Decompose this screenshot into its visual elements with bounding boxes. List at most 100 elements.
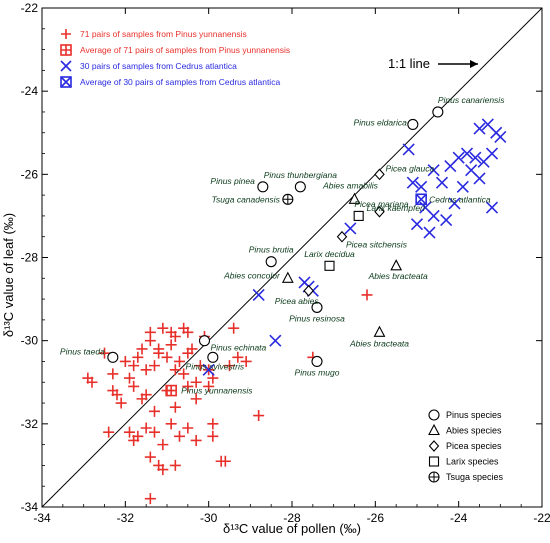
- data-point-plus: [99, 347, 110, 359]
- one-to-one-label: 1:1 line: [388, 56, 430, 71]
- legend-shape-label: Tsuga species: [446, 472, 504, 482]
- data-point-plus: [149, 426, 160, 438]
- data-point-circleplus: [282, 193, 294, 205]
- data-point-x: [440, 214, 453, 227]
- species-label: Abies bracteata: [368, 271, 428, 281]
- y-tick-label: -30: [21, 334, 39, 348]
- data-point-x: [410, 218, 424, 231]
- data-point-plus: [186, 343, 198, 355]
- data-point-plus: [107, 385, 119, 397]
- data-point-plus: [174, 430, 185, 442]
- data-point-x: [435, 176, 449, 189]
- legend-shape-label: Abies species: [446, 426, 502, 436]
- species-label: Pinus eldarica: [353, 117, 407, 127]
- data-point-diamond: [336, 230, 348, 243]
- data-point-x: [415, 180, 428, 193]
- data-point-x: [423, 226, 436, 239]
- data-point-plus: [207, 418, 219, 430]
- y-tick-label: -24: [21, 84, 39, 98]
- legend-marker: [61, 29, 71, 39]
- data-point-x: [427, 209, 440, 222]
- data-point-plus: [103, 426, 115, 438]
- data-point-plus: [165, 418, 177, 430]
- one-to-one-line: [41, 7, 543, 508]
- species-label: Pinus brutia: [249, 245, 294, 255]
- one-to-one-arrowhead: [470, 60, 478, 68]
- data-point-plus: [124, 426, 135, 438]
- y-tick-label: -28: [21, 251, 39, 265]
- data-point-plus: [174, 355, 185, 367]
- data-point-x: [406, 176, 419, 189]
- data-point-plus: [144, 335, 156, 347]
- data-point-plus: [228, 322, 240, 334]
- data-point-plus: [153, 347, 165, 359]
- species-label: Abies amabilis: [322, 180, 379, 190]
- species-label: Pinus pinea: [210, 176, 255, 186]
- data-point-x: [448, 197, 461, 210]
- species-label: Pinus taeda: [60, 346, 105, 356]
- legend-marker: [60, 76, 72, 88]
- data-point-x: [485, 201, 499, 214]
- data-point-plus: [182, 422, 194, 434]
- x-tick-label: -34: [33, 511, 51, 525]
- data-point-diamond: [374, 205, 385, 218]
- data-point-plus: [253, 410, 265, 422]
- data-point-plus: [190, 376, 202, 388]
- legend-shape-marker: [428, 409, 440, 421]
- data-point-plus: [240, 355, 252, 367]
- legend-label: Average of 71 pairs of samples from Pinu…: [80, 45, 290, 55]
- legend-shape-label: Pinus species: [446, 410, 502, 420]
- y-axis-title: δ¹³C value of leaf (‰): [1, 213, 16, 337]
- data-point-x: [252, 288, 265, 301]
- y-tick-label: -22: [21, 1, 39, 15]
- data-point-plus: [207, 430, 219, 442]
- x-axis-title: δ¹³C value of pollen (‰): [223, 521, 361, 536]
- legend-shape-marker: [428, 471, 440, 483]
- legend-label: 71 pairs of samples from Pinus yunnanens…: [80, 29, 247, 39]
- data-point-circle: [257, 181, 269, 193]
- data-point-x: [494, 130, 507, 143]
- data-point-x: [469, 151, 482, 164]
- data-point-plus: [140, 389, 152, 401]
- species-label: Pinus echinata: [211, 343, 267, 353]
- species-labels: Pinus yunnanensis Cedrus atlantica Pinus c…: [60, 95, 505, 396]
- species-label: Larix kaempferi: [367, 203, 426, 213]
- data-point-plus: [165, 326, 177, 338]
- data-point-circle: [432, 106, 444, 118]
- species-label: Picea glauca: [386, 163, 435, 173]
- data-point-plus: [157, 464, 169, 476]
- legend-marker: [60, 60, 72, 72]
- species-label: Pinus mugo: [295, 367, 340, 377]
- data-point-plus: [132, 430, 144, 442]
- data-point-plus: [157, 439, 169, 451]
- species-label: Tsuga canadensis: [212, 194, 281, 204]
- x-tick-label: -24: [450, 511, 468, 525]
- data-point-plus: [169, 459, 181, 471]
- data-point-plus: [149, 360, 160, 372]
- x-tick-label: -30: [200, 511, 218, 525]
- data-point-plus: [149, 405, 160, 417]
- species-label: Pinus sylvestris: [186, 361, 245, 371]
- data-point-square: [353, 210, 364, 221]
- legend-shape-marker: [428, 440, 440, 452]
- data-point-x: [473, 172, 486, 185]
- legend-label: Average of 30 pairs of samples from Cedr…: [80, 77, 280, 87]
- data-point-plus: [128, 360, 140, 372]
- data-point-plus: [169, 401, 181, 413]
- data-point-square: [324, 260, 335, 271]
- data-point-boxplus: [165, 384, 177, 397]
- species-label: Pinus yunnanensis: [181, 386, 253, 396]
- data-point-circle: [198, 335, 211, 347]
- data-point-diamond: [374, 168, 385, 181]
- data-point-x: [344, 222, 357, 235]
- data-point-plus: [361, 289, 373, 301]
- data-point-plus: [140, 422, 152, 434]
- y-tick-label: -26: [21, 167, 39, 181]
- data-point-triangle: [348, 192, 361, 204]
- x-tick-label: -28: [283, 511, 301, 525]
- species-label: Abies concolor: [223, 270, 281, 280]
- data-point-x: [402, 143, 415, 156]
- data-point-plus: [182, 380, 194, 392]
- data-point-circle: [107, 351, 119, 363]
- data-point-circle: [407, 118, 419, 130]
